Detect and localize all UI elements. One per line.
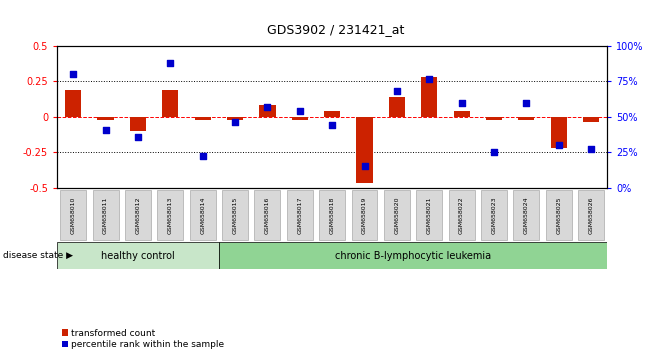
FancyBboxPatch shape <box>449 190 474 240</box>
FancyBboxPatch shape <box>219 242 607 269</box>
Text: GDS3902 / 231421_at: GDS3902 / 231421_at <box>267 23 404 36</box>
Bar <box>421 77 437 117</box>
FancyBboxPatch shape <box>546 190 572 240</box>
FancyBboxPatch shape <box>222 190 248 240</box>
Bar <box>195 117 211 120</box>
FancyBboxPatch shape <box>254 190 280 240</box>
FancyBboxPatch shape <box>578 190 604 240</box>
FancyBboxPatch shape <box>384 190 410 240</box>
Point <box>197 154 208 159</box>
Text: GSM658010: GSM658010 <box>70 196 76 234</box>
Point <box>327 122 338 128</box>
Text: GSM658017: GSM658017 <box>297 196 302 234</box>
Point <box>133 134 144 139</box>
Point <box>262 104 273 110</box>
FancyBboxPatch shape <box>513 190 539 240</box>
Text: GSM658025: GSM658025 <box>556 196 561 234</box>
FancyBboxPatch shape <box>481 190 507 240</box>
Bar <box>551 117 567 148</box>
Point <box>359 164 370 169</box>
Bar <box>162 90 178 117</box>
Bar <box>97 117 113 120</box>
Point <box>295 108 305 114</box>
FancyBboxPatch shape <box>416 190 442 240</box>
Bar <box>518 117 534 120</box>
Text: GSM658016: GSM658016 <box>265 196 270 234</box>
Bar <box>583 117 599 122</box>
FancyBboxPatch shape <box>190 190 215 240</box>
Bar <box>324 111 340 117</box>
Text: GSM658020: GSM658020 <box>395 196 399 234</box>
FancyBboxPatch shape <box>352 190 378 240</box>
Text: disease state ▶: disease state ▶ <box>3 251 73 260</box>
Text: GSM658014: GSM658014 <box>200 196 205 234</box>
Text: GSM658021: GSM658021 <box>427 196 431 234</box>
Text: GSM658024: GSM658024 <box>524 196 529 234</box>
Text: GSM658013: GSM658013 <box>168 196 173 234</box>
Text: GSM658026: GSM658026 <box>588 196 594 234</box>
FancyBboxPatch shape <box>60 190 86 240</box>
Legend: transformed count, percentile rank within the sample: transformed count, percentile rank withi… <box>62 329 225 349</box>
Text: healthy control: healthy control <box>101 251 175 261</box>
Bar <box>356 117 372 183</box>
Text: GSM658023: GSM658023 <box>491 196 497 234</box>
Point <box>456 100 467 105</box>
Bar <box>486 117 502 120</box>
Point <box>521 100 531 105</box>
Point <box>391 88 402 94</box>
Text: GSM658022: GSM658022 <box>459 196 464 234</box>
Point <box>586 147 597 152</box>
FancyBboxPatch shape <box>93 190 119 240</box>
Bar <box>227 117 243 120</box>
Bar <box>130 117 146 131</box>
FancyBboxPatch shape <box>319 190 345 240</box>
Bar <box>454 111 470 117</box>
Point <box>424 76 435 81</box>
Point <box>165 60 176 66</box>
Text: GSM658011: GSM658011 <box>103 196 108 234</box>
Point <box>554 142 564 148</box>
FancyBboxPatch shape <box>158 190 183 240</box>
Bar <box>389 97 405 117</box>
Bar <box>259 105 276 117</box>
FancyBboxPatch shape <box>57 242 219 269</box>
Point <box>229 120 240 125</box>
Text: GSM658012: GSM658012 <box>136 196 140 234</box>
FancyBboxPatch shape <box>287 190 313 240</box>
Point <box>488 149 499 155</box>
Text: GSM658015: GSM658015 <box>233 196 238 234</box>
Text: GSM658018: GSM658018 <box>329 196 335 234</box>
Bar <box>292 117 308 120</box>
Text: chronic B-lymphocytic leukemia: chronic B-lymphocytic leukemia <box>335 251 491 261</box>
Point <box>100 127 111 132</box>
FancyBboxPatch shape <box>125 190 151 240</box>
Bar <box>65 90 81 117</box>
Point <box>68 72 79 77</box>
Text: GSM658019: GSM658019 <box>362 196 367 234</box>
